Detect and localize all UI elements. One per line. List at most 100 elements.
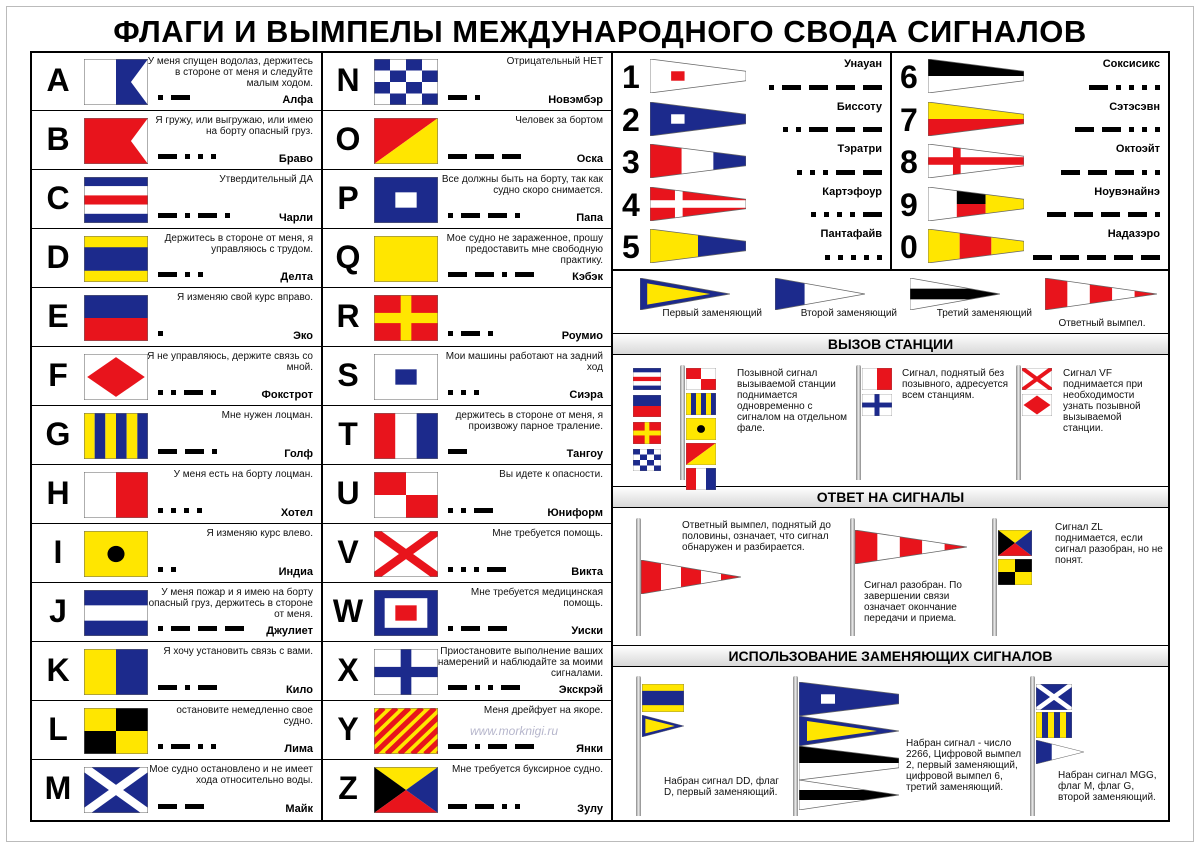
digit: 7: [900, 101, 918, 138]
flag-meaning: Мое судно остановлено и не имеет хода от…: [149, 764, 313, 786]
flag: [84, 118, 148, 164]
morse-dot: [211, 743, 216, 749]
morse-code: [448, 803, 520, 809]
flag: [374, 413, 438, 459]
morse-dot: [212, 448, 217, 454]
poster-title: ФЛАГИ И ВЫМПЕЛЫ МЕЖДУНАРОДНОГО СВОДА СИГ…: [113, 14, 1087, 49]
substitute-pennant-graphic: [910, 278, 1000, 310]
morse-dash: [475, 271, 494, 277]
morse-dot: [1129, 84, 1134, 90]
flag-meaning: Отрицательный НЕТ: [506, 56, 603, 67]
morse-dash: [184, 389, 203, 395]
substitute-pennant-graphic: [855, 530, 967, 564]
morse-code: [825, 254, 882, 260]
number-pennant: [799, 746, 899, 780]
flag-meaning: остановите немедленно свое судно.: [176, 705, 313, 727]
flag-name: Алфа: [282, 94, 313, 106]
morse-code: [448, 389, 479, 395]
flag-name: Кэбэк: [572, 271, 603, 283]
letter-cell: P Все должны быть на борту, так как судно…: [322, 170, 611, 229]
number-pennant: [650, 186, 746, 221]
morse-dot: [158, 330, 163, 336]
letter-cell: D Держитесь в стороне от меня, я управляю…: [32, 229, 321, 288]
flag-graphic: [374, 472, 438, 518]
morse-dash: [1075, 127, 1094, 132]
substitute-pennant-graphic: [799, 780, 899, 810]
flag-meaning: Человек за бортом: [515, 115, 603, 126]
morse-dash: [809, 127, 828, 132]
letter: P: [337, 180, 359, 216]
flag: [84, 531, 148, 577]
letter: U: [336, 475, 360, 511]
number-pennant: [928, 229, 1024, 263]
number-pennant-graphic: [650, 59, 746, 93]
morse-dash: [515, 271, 534, 277]
flag-meaning: У меня есть на борту лоцман.: [173, 469, 313, 480]
morse-dash: [171, 625, 190, 631]
morse-dot: [850, 212, 855, 217]
morse-dash: [1115, 169, 1134, 175]
morse-dash: [448, 803, 467, 809]
number-pennant-graphic: [928, 186, 1024, 221]
flag: [686, 443, 716, 465]
flag-graphic: [374, 767, 438, 813]
section-title: ИСПОЛЬЗОВАНИЕ ЗАМЕНЯЮЩИХ СИГНАЛОВ: [613, 645, 1168, 667]
substitute-pennant: [855, 530, 967, 564]
morse-dash: [863, 212, 882, 217]
morse-dot: [211, 389, 216, 395]
morse-dot: [198, 271, 203, 277]
flag: [686, 393, 716, 415]
number-cell: 0 Надазэро: [892, 226, 1168, 268]
number-pennant-graphic: [650, 186, 746, 221]
number-cell: 4 Картэфоур: [614, 184, 890, 226]
morse-dot: [448, 389, 453, 395]
morse-dot: [1155, 127, 1160, 132]
frame: [30, 51, 1170, 822]
flag-name: Янки: [576, 743, 603, 755]
morse-dot: [851, 254, 856, 260]
morse-dot: [837, 212, 842, 217]
morse-dash: [1087, 254, 1106, 260]
morse-dash: [171, 743, 190, 749]
morse-dot: [1142, 127, 1147, 132]
letter: R: [336, 298, 360, 334]
flag: [374, 236, 438, 282]
morse-dash: [1089, 84, 1108, 90]
morse-dash: [863, 169, 882, 175]
letter-cell: C Утвердительный ДА Чарли: [32, 170, 321, 229]
morse-dot: [515, 803, 520, 809]
digit: 0: [900, 229, 918, 265]
flag-name: Папа: [576, 212, 603, 224]
morse-dash: [836, 84, 855, 90]
morse-code: [448, 448, 467, 454]
morse-dot: [158, 507, 163, 513]
letter: Y: [337, 711, 359, 747]
morse-dot: [184, 507, 189, 513]
morse-code: [448, 507, 493, 513]
morse-dot: [448, 566, 453, 572]
flag: [374, 354, 438, 400]
flag-meaning: Мне нужен лоцман.: [221, 410, 313, 421]
flag-graphic: [84, 236, 148, 282]
morse-dash: [225, 625, 244, 631]
substitute-pennant: [1036, 740, 1084, 764]
morse-code: [158, 448, 217, 454]
morse-code: [158, 94, 190, 100]
number-pennant: [928, 144, 1024, 178]
morse-dot: [461, 507, 466, 513]
morse-code: [158, 330, 163, 336]
letter: E: [47, 298, 69, 334]
flag: [998, 530, 1032, 556]
letter-cell: Y Меня дрейфует на якоре. Янки: [322, 701, 611, 760]
letter: G: [45, 416, 71, 452]
morse-dash: [448, 271, 467, 277]
substitute-label: Третий заменяющий: [936, 308, 1032, 319]
letter-cell: X Приостановите выполнение ваших намерени…: [322, 642, 611, 701]
morse-dot: [158, 94, 163, 100]
number-pennant-graphic: [928, 144, 1024, 178]
morse-dot: [185, 153, 190, 159]
morse-dash: [1088, 169, 1107, 175]
flag-graphic: [1022, 368, 1052, 390]
flag-name: Браво: [278, 153, 313, 165]
flag-graphic: [1036, 712, 1072, 738]
